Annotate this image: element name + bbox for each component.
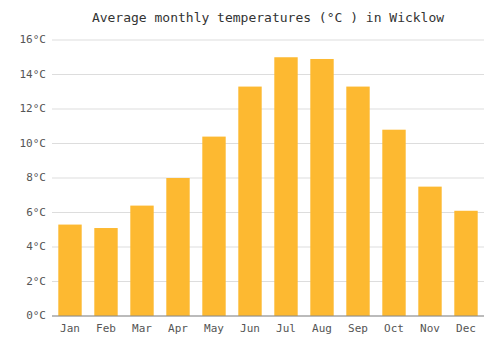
grid-line bbox=[52, 74, 484, 75]
y-tick-label: 6°C bbox=[26, 206, 46, 219]
grid-line bbox=[52, 109, 484, 110]
chart-container: 0°C 2°C 4°C 6°C 8°C 10°C 12°C 14°C 16°C Jan Feb Mar… bbox=[0, 0, 500, 350]
x-tick-label: May bbox=[204, 322, 224, 335]
y-tick-label: 8°C bbox=[26, 171, 46, 184]
y-tick-label: 16°C bbox=[20, 33, 47, 46]
x-tick-label: Nov bbox=[420, 322, 440, 335]
bar bbox=[238, 87, 261, 316]
bar bbox=[202, 137, 225, 316]
bars bbox=[58, 57, 477, 316]
y-tick-label: 4°C bbox=[26, 240, 46, 253]
bar bbox=[166, 178, 189, 316]
x-tick-label: Sep bbox=[348, 322, 368, 335]
y-tick-label: 12°C bbox=[20, 102, 47, 115]
bar bbox=[310, 59, 333, 316]
x-tick-label: Dec bbox=[456, 322, 476, 335]
y-tick-label: 14°C bbox=[20, 68, 47, 81]
grid-line bbox=[52, 40, 484, 41]
x-axis: Jan Feb Mar Apr May Jun Jul Aug Sep Oct Nov Dec bbox=[52, 316, 484, 335]
y-tick-label: 10°C bbox=[20, 137, 47, 150]
y-grid bbox=[52, 40, 484, 316]
bar bbox=[346, 87, 369, 316]
grid-line bbox=[52, 178, 484, 179]
y-tick-label: 0°C bbox=[26, 309, 46, 322]
x-tick-label: Oct bbox=[384, 322, 404, 335]
chart-title: Average monthly temperatures (°C ) in Wi… bbox=[92, 10, 444, 25]
y-tick-label: 2°C bbox=[26, 275, 46, 288]
grid-line bbox=[52, 316, 484, 317]
bar bbox=[94, 228, 117, 316]
x-axis-line bbox=[52, 316, 484, 317]
x-tick-label: Apr bbox=[168, 322, 188, 335]
grid-line bbox=[52, 143, 484, 144]
bar bbox=[130, 206, 153, 316]
x-tick-label: Aug bbox=[312, 322, 332, 335]
bar bbox=[382, 130, 405, 316]
chart-svg: 0°C 2°C 4°C 6°C 8°C 10°C 12°C 14°C 16°C Jan Feb Mar… bbox=[0, 0, 500, 350]
y-axis: 0°C 2°C 4°C 6°C 8°C 10°C 12°C 14°C 16°C bbox=[20, 33, 47, 322]
bar bbox=[454, 211, 477, 316]
x-tick-label: Jul bbox=[276, 322, 296, 335]
bar bbox=[418, 187, 441, 316]
x-tick-label: Mar bbox=[132, 322, 152, 335]
x-tick-label: Feb bbox=[96, 322, 116, 335]
x-tick-label: Jan bbox=[60, 322, 80, 335]
x-tick-label: Jun bbox=[240, 322, 260, 335]
bar bbox=[274, 57, 297, 316]
bar bbox=[58, 225, 81, 316]
